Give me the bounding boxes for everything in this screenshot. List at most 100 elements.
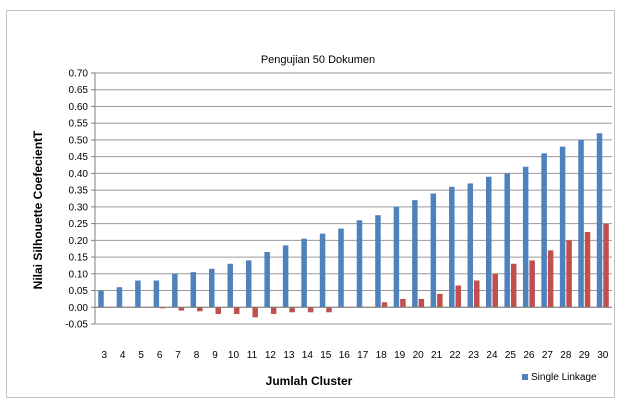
bar-series-2 — [455, 285, 462, 308]
bar-single-linkage — [356, 220, 363, 308]
bar-single-linkage — [98, 290, 104, 308]
bar-series-2 — [566, 240, 572, 308]
x-tick-label: 3 — [101, 350, 107, 361]
y-tick-label: 0.70 — [69, 69, 89, 80]
x-tick-label: 14 — [302, 350, 314, 361]
x-tick-label: 6 — [157, 350, 163, 361]
bar-single-linkage — [301, 238, 307, 308]
x-tick-label: 23 — [468, 350, 480, 361]
bar-single-linkage — [522, 166, 529, 308]
y-tick-label: 0.65 — [69, 85, 89, 96]
y-tick-label: 0.05 — [69, 286, 89, 297]
legend: Single Linkage — [522, 372, 597, 383]
bar-single-linkage — [153, 280, 160, 308]
bar-single-linkage — [541, 153, 547, 308]
x-tick-label: 30 — [597, 350, 609, 361]
bar-single-linkage — [135, 280, 141, 308]
bar-single-linkage — [116, 287, 123, 308]
y-tick-label: 0.60 — [69, 102, 89, 113]
bar-series-2 — [584, 231, 591, 308]
bar-single-linkage — [245, 260, 252, 308]
bar-single-linkage — [338, 228, 344, 308]
bar-single-linkage — [172, 273, 178, 308]
bar-series-2 — [529, 260, 535, 308]
bar-single-linkage — [412, 200, 418, 308]
bar-series-2 — [510, 263, 517, 308]
bars — [98, 133, 609, 318]
x-tick-label: 17 — [357, 350, 369, 361]
bar-series-2 — [197, 307, 203, 312]
x-tick-label: 18 — [376, 350, 388, 361]
bar-single-linkage — [227, 263, 233, 308]
legend-swatch-single-linkage — [522, 374, 528, 380]
bar-single-linkage — [375, 215, 381, 308]
x-tick-label: 25 — [505, 350, 517, 361]
bar-series-2 — [603, 223, 609, 308]
bar-series-2 — [326, 307, 332, 313]
bar-single-linkage — [504, 173, 510, 308]
x-tick-label: 20 — [413, 350, 425, 361]
chart-title: Pengujian 50 Dokumen — [261, 54, 375, 66]
bar-single-linkage — [190, 272, 197, 308]
bar-series-2 — [547, 250, 554, 308]
bar-single-linkage — [282, 245, 289, 308]
bar-series-2 — [215, 307, 222, 314]
bar-series-2 — [307, 307, 314, 313]
legend-label-single-linkage: Single Linkage — [531, 372, 597, 383]
bar-series-2 — [474, 280, 480, 308]
x-tick-label: 29 — [579, 350, 591, 361]
y-axis: -0.05 0.00 0.05 0.10 0.15 0.20 0.25 0.30 0.35 0.4… — [65, 69, 96, 331]
bar-single-linkage — [485, 176, 492, 308]
bar-single-linkage — [209, 268, 215, 308]
bar-single-linkage — [319, 233, 326, 308]
bar-series-2 — [270, 307, 277, 314]
bar-series-2 — [400, 298, 406, 308]
y-tick-label: 0.25 — [69, 219, 89, 230]
x-tick-label: 21 — [431, 350, 443, 361]
bar-single-linkage — [559, 146, 566, 308]
y-tick-label: 0.50 — [69, 135, 89, 146]
x-tick-label: 22 — [449, 350, 461, 361]
x-tick-label: 10 — [228, 350, 240, 361]
x-tick-label: 28 — [560, 350, 572, 361]
bar-series-2 — [252, 307, 258, 318]
x-tick-label: 5 — [138, 350, 144, 361]
y-tick-label: 0.40 — [69, 169, 89, 180]
y-tick-label: 0.10 — [69, 269, 89, 280]
bar-series-2 — [233, 307, 240, 314]
x-tick-label: 13 — [283, 350, 295, 361]
x-tick-label: 4 — [120, 350, 126, 361]
bar-series-2 — [289, 307, 295, 313]
x-tick-label: 7 — [175, 350, 181, 361]
x-tick-label: 26 — [523, 350, 535, 361]
bar-series-2 — [178, 307, 185, 311]
bar-single-linkage — [467, 183, 474, 308]
x-tick-label: 8 — [194, 350, 200, 361]
bar-single-linkage — [596, 133, 603, 308]
y-tick-label: 0.45 — [69, 152, 89, 163]
bar-series-2 — [160, 307, 166, 309]
x-axis: 3 4 5 6 7 8 9 10 11 12 13 14 15 16 17 18 19 20 21 22 23 24 25 2… — [95, 306, 612, 361]
y-tick-label: 0.15 — [69, 253, 89, 264]
y-tick-label: -0.05 — [65, 320, 88, 331]
bar-series-2 — [492, 273, 498, 308]
x-tick-label: 15 — [320, 350, 332, 361]
bar-single-linkage — [430, 193, 437, 308]
y-tick-label: 0.55 — [69, 119, 89, 130]
x-tick-label: 27 — [542, 350, 554, 361]
y-tick-label: 0.20 — [69, 236, 89, 247]
y-tick-label: 0.30 — [69, 202, 89, 213]
x-tick-label: 11 — [247, 350, 258, 361]
x-axis-label: Jumlah Cluster — [266, 374, 353, 388]
chart-frame — [6, 10, 615, 398]
bar-series-2 — [418, 298, 425, 308]
bar-series-2 — [437, 293, 443, 308]
x-tick-label: 16 — [339, 350, 351, 361]
bar-single-linkage — [449, 186, 455, 308]
bar-single-linkage — [393, 206, 400, 308]
y-axis-label: Nilai Silhouette CoefecientT — [31, 130, 45, 289]
x-tick-label: 12 — [265, 350, 277, 361]
x-tick-label: 19 — [394, 350, 406, 361]
bar-single-linkage — [578, 139, 584, 308]
